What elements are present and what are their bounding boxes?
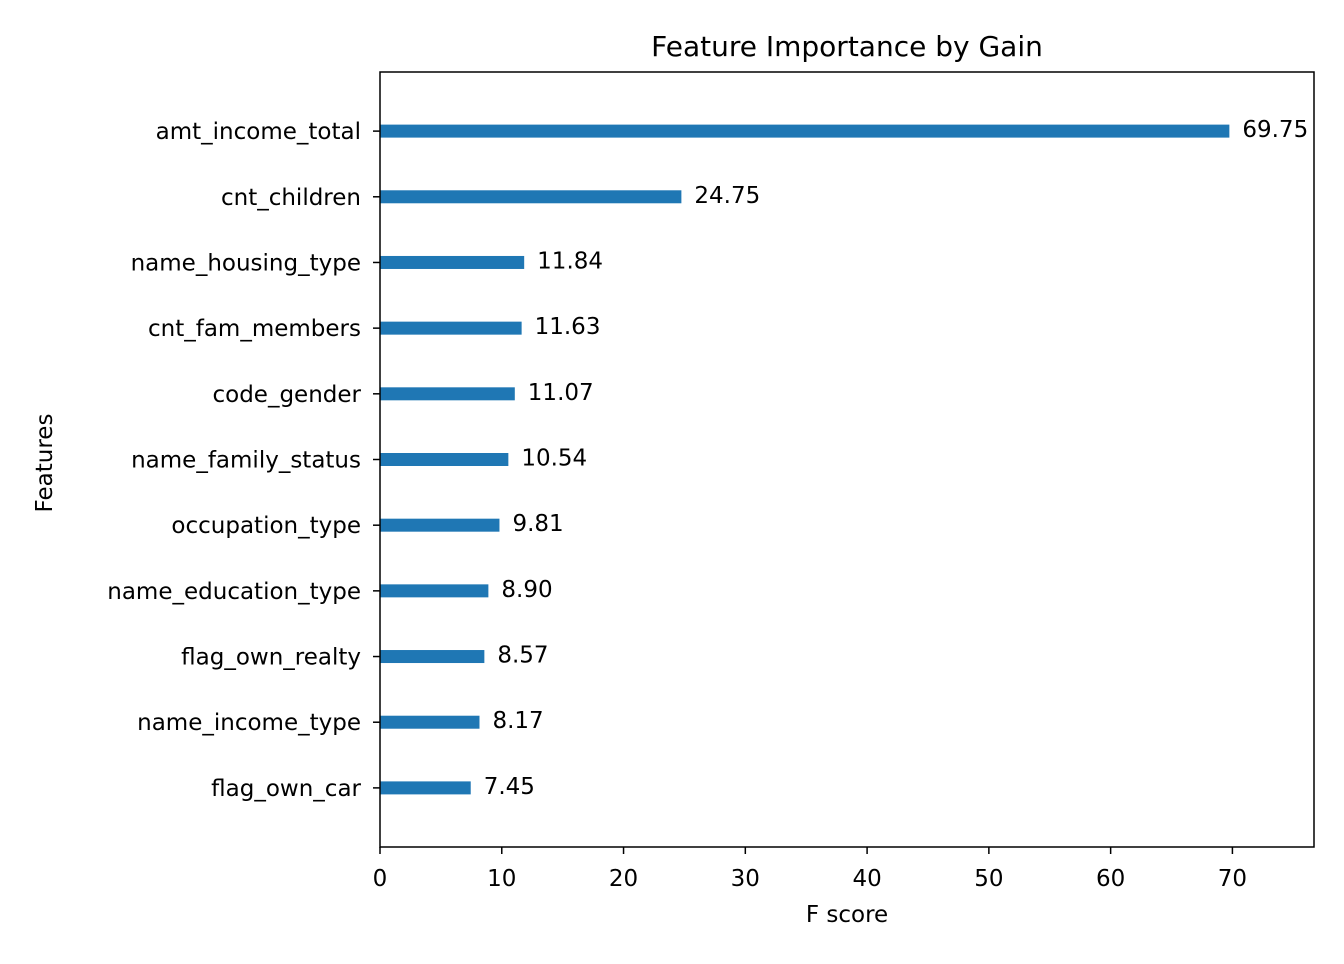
bar-code-gender: [380, 387, 515, 401]
bar-value-label: 8.57: [497, 643, 548, 669]
bar-flag-own-realty: [380, 650, 485, 664]
bar-value-label: 69.75: [1242, 117, 1308, 143]
bar-amt-income-total: [380, 124, 1230, 138]
y-tick-label: name_education_type: [107, 579, 361, 605]
bar-value-label: 11.84: [537, 248, 603, 274]
x-tick-label: 60: [1096, 866, 1125, 892]
bar-value-label: 11.07: [528, 380, 594, 406]
value-labels-layer: 69.75 24.75 11.84 11.63 11.07 10.54 9.81 8.90 8.…: [484, 117, 1309, 800]
y-tick-label: code_gender: [212, 382, 361, 408]
x-tick-label: 30: [731, 866, 760, 892]
y-tick-label: amt_income_total: [156, 119, 361, 145]
y-tick-label: name_family_status: [131, 448, 361, 474]
chart-title: Feature Importance by Gain: [651, 30, 1043, 63]
x-axis-label: F score: [806, 902, 888, 928]
x-tick-label: 20: [609, 866, 638, 892]
x-tick-label: 0: [373, 866, 388, 892]
bar-flag-own-car: [380, 781, 471, 795]
y-tick-label: occupation_type: [171, 513, 361, 539]
bar-occupation-type: [380, 518, 500, 532]
bar-name-income-type: [380, 715, 480, 729]
bar-value-label: 10.54: [521, 446, 587, 472]
bar-cnt-children: [380, 190, 682, 204]
bar-value-label: 11.63: [535, 314, 601, 340]
x-ticks-layer: 0 10 20 30 40 50 60 70: [373, 847, 1247, 892]
bar-cnt-fam-members: [380, 321, 522, 335]
y-ticks-layer: amt_income_total cnt_children name_housing…: [107, 119, 380, 802]
x-tick-label: 10: [487, 866, 516, 892]
y-tick-label: name_income_type: [137, 710, 361, 736]
bars-layer: [380, 124, 1230, 795]
bar-name-family-status: [380, 453, 509, 466]
bar-name-housing-type: [380, 255, 525, 269]
plot-frame: [379, 71, 1315, 848]
bar-value-label: 24.75: [694, 183, 760, 209]
y-tick-label: cnt_children: [221, 185, 361, 211]
bar-value-label: 7.45: [484, 774, 535, 800]
bar-value-label: 8.90: [501, 577, 552, 603]
y-tick-label: cnt_fam_members: [148, 316, 361, 342]
x-tick-label: 40: [852, 866, 881, 892]
bar-value-label: 9.81: [512, 511, 563, 537]
y-axis-label: Features: [32, 414, 58, 513]
y-tick-label: name_housing_type: [131, 250, 361, 276]
bar-value-label: 8.17: [492, 708, 543, 734]
bar-name-education-type: [380, 584, 489, 598]
x-tick-label: 50: [974, 866, 1003, 892]
y-tick-label: flag_own_car: [211, 776, 361, 802]
y-tick-label: flag_own_realty: [181, 645, 361, 671]
x-tick-label: 70: [1218, 866, 1247, 892]
